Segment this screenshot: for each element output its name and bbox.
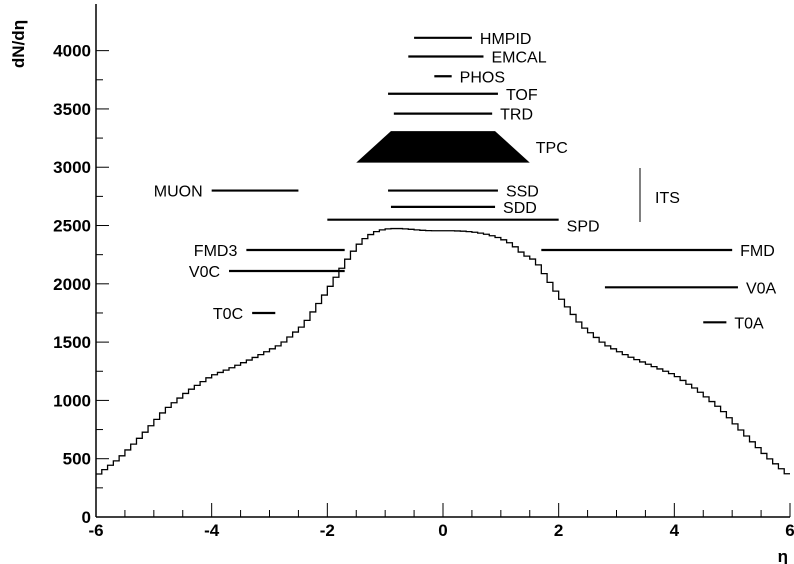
y-tick-label: 2500	[53, 217, 91, 236]
y-tick-label: 4000	[53, 42, 91, 61]
detector-label: PHOS	[460, 69, 505, 86]
detector-label: SSD	[506, 184, 539, 201]
its-group-label: ITS	[655, 190, 680, 207]
detector-label: SDD	[503, 200, 537, 217]
y-tick-label: 2000	[53, 275, 91, 294]
detector-label: TPC	[536, 140, 568, 157]
y-tick-label: 1000	[53, 391, 91, 410]
x-axis-label: η	[778, 547, 788, 564]
detector-label: T0A	[734, 315, 764, 332]
x-tick-label: 6	[785, 521, 794, 540]
detector-label: V0A	[746, 280, 777, 297]
y-tick-label: 3000	[53, 158, 91, 177]
histogram	[96, 227, 790, 475]
y-axis-label: dN/dη	[9, 20, 28, 68]
detector-label: SPD	[567, 219, 600, 236]
x-tick-label: -4	[204, 521, 220, 540]
tpc-acceptance-shape	[356, 131, 530, 163]
x-tick-label: 4	[670, 521, 680, 540]
detector-label: MUON	[154, 184, 203, 201]
y-tick-label: 1500	[53, 333, 91, 352]
y-tick-label: 500	[63, 450, 91, 469]
detector-label: TOF	[506, 87, 538, 104]
y-tick-label: 0	[82, 508, 91, 527]
detector-label: V0C	[189, 264, 220, 281]
x-tick-label: -2	[320, 521, 335, 540]
x-tick-label: 0	[438, 521, 447, 540]
detector-label: T0C	[213, 306, 243, 323]
axes: 0 500 1000 1500 2000 2500 3000 3500 4000 -6 -4 -2 0 2…	[53, 4, 794, 540]
histogram-line	[96, 227, 790, 475]
x-tick-label: -6	[88, 521, 103, 540]
detector-label: FMD3	[194, 243, 238, 260]
x-tick-label: 2	[554, 521, 563, 540]
detector-label: EMCAL	[491, 49, 546, 66]
detector-label: HMPID	[480, 31, 532, 48]
detector-label: FMD	[740, 243, 775, 260]
y-tick-label: 3500	[53, 100, 91, 119]
detector-label: TRD	[500, 107, 533, 124]
